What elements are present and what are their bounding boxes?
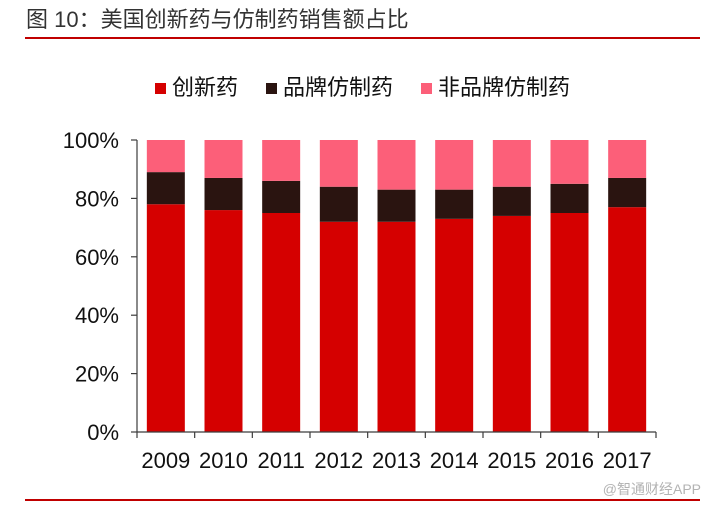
bar-branded-generic-2010 — [204, 177, 243, 211]
legend-swatch-unbranded-generic — [421, 82, 433, 94]
bar-innovative-drug-2011 — [262, 213, 301, 432]
y-tick-label: 0% — [87, 420, 119, 445]
bar-unbranded-generic-2017 — [608, 140, 647, 178]
y-tick-label: 60% — [75, 245, 119, 270]
bar-innovative-drug-2010 — [204, 210, 243, 432]
x-tick-label-2011: 2011 — [258, 448, 305, 473]
bar-unbranded-generic-2014 — [435, 140, 474, 190]
y-tick-label: 40% — [75, 303, 119, 328]
bar-innovative-drug-2014 — [435, 218, 474, 432]
x-tick-label-2017: 2017 — [603, 448, 652, 473]
bar-innovative-drug-2012 — [319, 221, 358, 432]
x-tick-label-2015: 2015 — [487, 448, 536, 473]
x-tick-label-2013: 2013 — [372, 448, 421, 473]
bar-innovative-drug-2009 — [146, 204, 185, 432]
bar-innovative-drug-2016 — [550, 213, 589, 432]
x-tick-label-2014: 2014 — [430, 448, 479, 473]
legend-swatch-innovative-drug — [155, 82, 166, 94]
title-underline — [25, 37, 700, 39]
bar-innovative-drug-2015 — [492, 215, 531, 432]
legend-label-innovative-drug: 创新药 — [172, 75, 239, 100]
bar-branded-generic-2015 — [492, 186, 531, 216]
x-tick-label-2012: 2012 — [314, 448, 363, 473]
y-tick-label: 80% — [75, 186, 119, 211]
x-tick-label-2010: 2010 — [199, 448, 248, 473]
bar-branded-generic-2009 — [146, 172, 185, 205]
chart-title: 图 10：美国创新药与仿制药销售额占比 — [26, 7, 409, 32]
bar-unbranded-generic-2013 — [377, 140, 416, 190]
legend-item-unbranded-generic: 非品牌仿制药 — [421, 75, 570, 101]
bar-branded-generic-2017 — [608, 177, 647, 208]
bar-unbranded-generic-2009 — [146, 140, 185, 173]
bar-innovative-drug-2013 — [377, 221, 416, 432]
bar-branded-generic-2016 — [550, 183, 589, 213]
legend-label-branded-generic: 品牌仿制药 — [283, 75, 394, 100]
bar-branded-generic-2012 — [319, 186, 358, 222]
bar-branded-generic-2013 — [377, 189, 416, 222]
legend-item-innovative-drug: 创新药 — [155, 75, 238, 101]
y-tick-label: 100% — [63, 128, 119, 153]
legend-label-unbranded-generic: 非品牌仿制药 — [438, 75, 571, 100]
bar-innovative-drug-2017 — [608, 207, 647, 432]
bar-unbranded-generic-2012 — [319, 140, 358, 187]
chart-legend: 创新药 品牌仿制药 非品牌仿制药 — [155, 75, 570, 101]
x-tick-label-2009: 2009 — [141, 448, 190, 473]
bar-unbranded-generic-2010 — [204, 140, 243, 178]
bar-unbranded-generic-2011 — [262, 140, 301, 181]
bar-unbranded-generic-2016 — [550, 140, 589, 184]
bar-unbranded-generic-2015 — [492, 140, 531, 187]
bar-branded-generic-2011 — [262, 180, 301, 213]
footer-rule — [25, 499, 700, 501]
legend-item-branded-generic: 品牌仿制药 — [266, 75, 393, 101]
bar-branded-generic-2014 — [435, 189, 474, 219]
legend-swatch-branded-generic — [266, 82, 278, 94]
x-tick-label-2016: 2016 — [545, 448, 594, 473]
y-tick-label: 20% — [75, 362, 119, 387]
watermark-text: @智通财经APP — [602, 481, 701, 497]
